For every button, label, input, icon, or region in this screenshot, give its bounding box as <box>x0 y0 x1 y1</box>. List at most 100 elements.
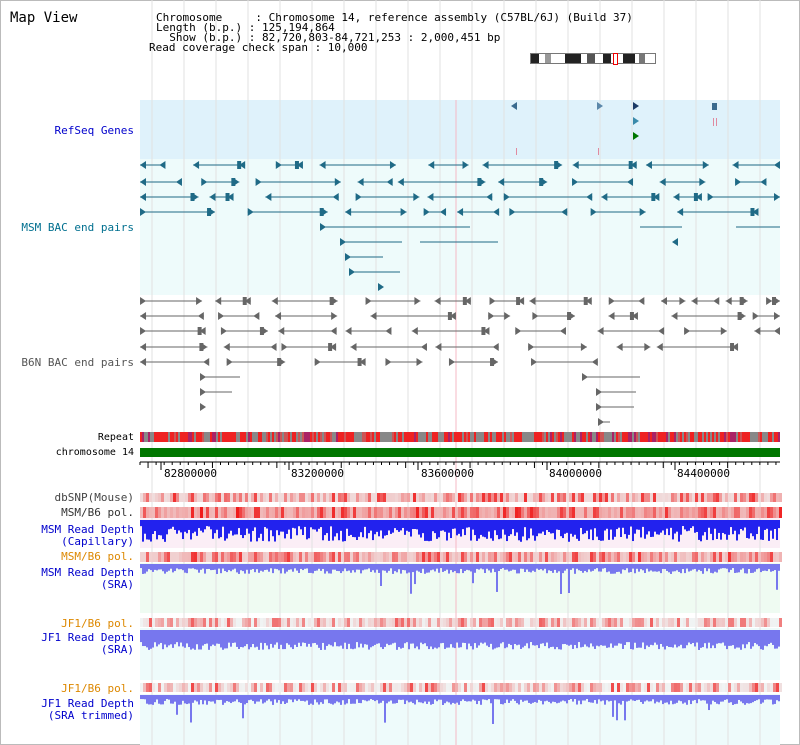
repeat-segment <box>170 432 172 442</box>
msm-depth-sra-bar <box>292 564 294 572</box>
jf1-b6-pol-cell <box>635 618 638 627</box>
repeat-segment <box>226 432 228 442</box>
msm-depth-sra-bar <box>682 564 684 570</box>
msm-b6-pol-cell <box>368 552 371 562</box>
jf1-depth-sra-bar <box>592 630 594 647</box>
jf1-depth-sra-bar <box>712 630 714 646</box>
msm-b6-pol-cell <box>422 507 425 518</box>
repeat-segment <box>774 432 776 442</box>
jf1-b6-pol-cell <box>200 618 203 627</box>
jf1-depth-sra-bar <box>774 630 776 649</box>
track-label-repeat[interactable]: Repeat <box>97 432 134 443</box>
b6n-bac-pair <box>218 312 225 320</box>
jf1-depth-sra-bar <box>298 630 300 643</box>
msm-b6-pol-cell <box>203 507 206 518</box>
msm-b6-pol-cell <box>674 552 677 562</box>
repeat-segment <box>736 432 738 442</box>
msm-depth-sra-bar <box>462 564 464 574</box>
repeat-segment <box>754 432 756 442</box>
msm-b6-pol-cell <box>152 507 155 518</box>
b6n-bac-pair <box>200 373 206 381</box>
track-label-msm-b6-pol-1[interactable]: MSM/B6 pol. <box>61 506 134 519</box>
msm-b6-pol-cell <box>524 552 527 562</box>
jf1-depth-trim-bar <box>728 695 730 703</box>
msm-depth-sra-bar <box>210 564 212 571</box>
msm-depth-cap-bar <box>192 520 194 534</box>
jf1-depth-sra-bar <box>168 630 170 646</box>
msm-b6-pol-cell <box>272 507 275 518</box>
repeat-segment <box>526 432 528 442</box>
jf1-b6-pol-cell <box>767 618 770 627</box>
jf1-depth-sra-bar <box>418 630 420 650</box>
jf1-b6-pol-cell <box>338 618 341 627</box>
msm-b6-pol-cell <box>278 507 281 518</box>
dbsnp-cell <box>728 493 731 502</box>
msm-depth-sra-bar <box>188 564 190 569</box>
jf1-depth-sra-bar <box>172 630 174 648</box>
track-label-jf1-depth-trimmed[interactable]: JF1 Read Depth <box>41 697 134 710</box>
msm-depth-cap-bar <box>354 520 356 538</box>
repeat-segment <box>730 432 732 442</box>
jf1-depth-trim-bar <box>562 695 564 701</box>
msm-b6-pol-cell <box>689 552 692 562</box>
jf1-depth-sra-bar <box>770 630 772 643</box>
repeat-segment <box>452 432 454 442</box>
jf1-depth-sra-bar <box>602 630 604 646</box>
msm-depth-sra-bar <box>740 564 742 570</box>
jf1-depth-trim-bar <box>656 695 658 702</box>
msm-depth-sra-bar <box>514 564 516 570</box>
jf1-depth-trim-bar <box>628 695 630 701</box>
jf1-b6-pol-cell <box>572 618 575 627</box>
repeat-segment <box>376 432 378 442</box>
jf1-b6-pol-cell <box>308 683 311 692</box>
msm-b6-pol-cell <box>701 552 704 562</box>
chromosome-ideogram[interactable] <box>530 53 656 65</box>
msm-b6-pol-cell <box>728 552 731 562</box>
msm-depth-sra-bar <box>668 564 670 573</box>
repeat-segment <box>216 432 218 442</box>
msm-depth-cap-bar <box>144 520 146 534</box>
dbsnp-cell <box>599 493 602 502</box>
jf1-depth-sra-bar <box>152 630 154 648</box>
track-label-jf1-b6-pol-2[interactable]: JF1/B6 pol. <box>61 682 134 695</box>
ideogram-position-marker[interactable] <box>613 53 618 65</box>
repeat-segment <box>328 432 330 442</box>
msm-b6-pol-cell <box>383 507 386 518</box>
jf1-depth-trim-bar <box>696 695 698 704</box>
msm-b6-pol-cell <box>494 507 497 518</box>
jf1-b6-pol-cell <box>197 683 200 692</box>
msm-b6-pol-cell <box>461 552 464 562</box>
jf1-b6-pol-cell <box>287 683 290 692</box>
msm-bac-pair <box>493 208 500 216</box>
msm-b6-pol-cell <box>773 552 776 562</box>
track-label-dbsnp[interactable]: dbSNP(Mouse) <box>54 491 134 504</box>
jf1-depth-sra-bar <box>688 630 690 643</box>
jf1-depth-trim-bar <box>660 695 662 701</box>
jf1-depth-sra-bar <box>554 630 556 650</box>
msm-b6-pol-cell <box>527 507 530 518</box>
track-label-jf1-depth-sra[interactable]: JF1 Read Depth <box>41 631 134 644</box>
track-label-refseq[interactable]: RefSeq Genes <box>54 124 134 137</box>
msm-b6-pol-cell <box>173 552 176 562</box>
msm-b6-pol-cell <box>464 507 467 518</box>
track-label-msm-bac[interactable]: MSM BAC end pairs <box>21 221 134 234</box>
b6n-bac-pair <box>732 343 739 351</box>
msm-depth-sra-bar <box>538 564 540 570</box>
dbsnp-cell <box>332 493 335 502</box>
track-label-msm-depth-sra[interactable]: MSM Read Depth <box>41 566 134 579</box>
track-label-msm-b6-pol-2[interactable]: MSM/B6 pol. <box>61 550 134 563</box>
jf1-b6-pol-cell <box>515 683 518 692</box>
jf1-depth-sra-bar <box>696 630 698 643</box>
jf1-depth-sra-bar <box>580 630 582 648</box>
jf1-b6-pol-cell <box>479 683 482 692</box>
msm-b6-pol-cell <box>671 507 674 518</box>
jf1-b6-pol-cell <box>614 683 617 692</box>
msm-b6-pol-cell <box>308 552 311 562</box>
msm-bac-pair <box>651 193 656 201</box>
track-label-b6n-bac[interactable]: B6N BAC end pairs <box>21 356 134 369</box>
msm-depth-cap-bar <box>436 520 438 539</box>
msm-depth-sra-bar <box>140 564 142 569</box>
track-label-msm-depth-capillary[interactable]: MSM Read Depth <box>41 523 134 536</box>
jf1-b6-pol-cell <box>494 618 497 627</box>
track-label-jf1-b6-pol-1[interactable]: JF1/B6 pol. <box>61 617 134 630</box>
